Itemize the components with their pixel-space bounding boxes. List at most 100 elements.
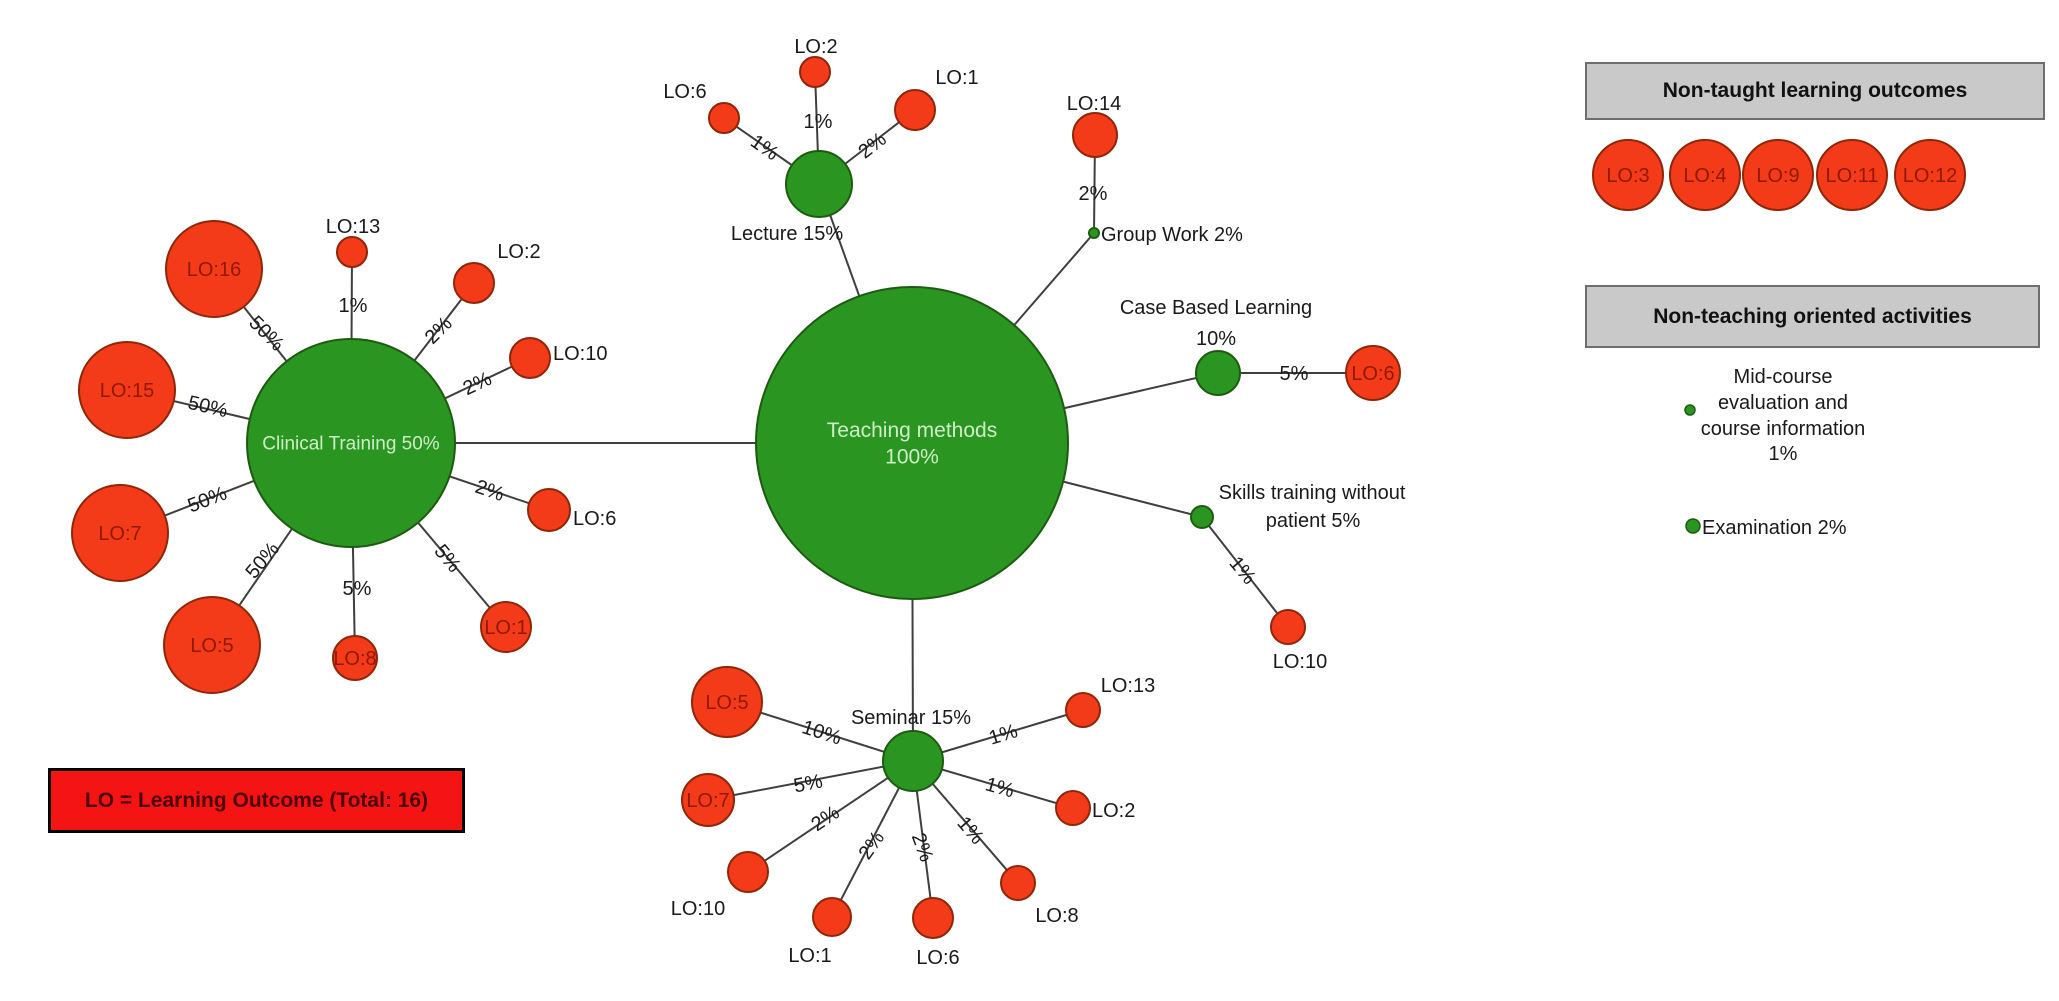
legend-outcome-label: LO:4: [1683, 165, 1726, 187]
outcome-node-m10: [727, 851, 769, 893]
outcome-node-s10: [1270, 609, 1306, 645]
node-label-m5: LO:5: [705, 692, 748, 714]
lo-abbreviation-note: LO = Learning Outcome (Total: 16): [48, 768, 465, 833]
legend-outcome-label: LO:12: [1903, 165, 1957, 187]
edge-percentage-label: 1%: [986, 720, 1020, 750]
outcome-node-c7: [71, 484, 169, 582]
outcome-node-m8: [1000, 865, 1036, 901]
node-label-m2: LO:2: [1092, 800, 1135, 822]
legend-outcome-node-LO-3: [1592, 139, 1664, 211]
node-label-s10: LO:10: [1273, 651, 1327, 673]
node-label-skills: patient 5%: [1266, 510, 1361, 532]
edge-percentage-label: 2%: [855, 827, 890, 863]
legend-activity-dot: [1685, 518, 1701, 534]
edge-percentage-label: 50%: [244, 312, 288, 356]
non-teaching-activities-header: Non-teaching oriented activities: [1585, 285, 2040, 348]
node-label-m10: LO:10: [671, 898, 725, 920]
legend-outcome-label: LO:11: [1826, 165, 1879, 187]
legend-activity-label: Mid-course: [1734, 366, 1833, 388]
edge-percentage-label: 10%: [799, 716, 844, 749]
activity-node-clinical: [246, 338, 456, 548]
outcome-node-m1: [812, 897, 852, 937]
legend-activity-label: 1%: [1769, 443, 1798, 465]
edge-percentage-label: 50%: [185, 482, 230, 517]
outcome-node-c1: [480, 601, 532, 653]
activity-node-seminar: [882, 730, 944, 792]
node-label-b6: LO:6: [1351, 363, 1394, 385]
legend-outcome-label: LO:3: [1606, 165, 1649, 187]
node-label-c2: LO:2: [497, 241, 540, 263]
edge-percentage-label: 2%: [421, 313, 457, 349]
non-taught-outcomes-header: Non-taught learning outcomes: [1585, 62, 2045, 120]
node-label-l2: LO:2: [794, 36, 837, 58]
outcome-node-l1: [894, 89, 936, 131]
node-label-c8: LO:8: [333, 648, 376, 670]
node-label-m1: LO:1: [788, 945, 831, 967]
edge-percentage-label: 2%: [1079, 183, 1108, 205]
node-label-m13: LO:13: [1101, 675, 1155, 697]
activity-node-teaching: [755, 286, 1069, 600]
node-label-c16: LO:16: [187, 259, 241, 281]
node-label-m6: LO:6: [916, 947, 959, 969]
edge-seminar-m7: [707, 760, 914, 801]
edge-percentage-label: 50%: [241, 538, 284, 583]
outcome-node-g14: [1072, 112, 1118, 158]
node-label-cbl: Case Based Learning: [1120, 297, 1312, 319]
legend-activity-label: evaluation and: [1718, 392, 1848, 414]
legend-activity-dot: [1684, 404, 1696, 416]
node-label-c1: LO:1: [484, 617, 527, 639]
node-label-c7: LO:7: [98, 523, 141, 545]
edge-skills-s10: [1201, 516, 1289, 628]
legend-outcome-node-LO-4: [1669, 139, 1741, 211]
node-label-c5: LO:5: [190, 635, 233, 657]
outcome-node-m7: [681, 773, 735, 827]
outcome-node-c16: [165, 220, 263, 318]
node-label-groupwork: Group Work 2%: [1101, 224, 1243, 246]
legend-outcome-node-LO-11: [1816, 139, 1888, 211]
activity-node-groupwork: [1088, 227, 1100, 239]
node-label-c15: LO:15: [100, 380, 154, 402]
legend-outcome-node-LO-12: [1894, 139, 1966, 211]
outcome-node-c6: [527, 488, 571, 532]
activity-node-cbl: [1195, 350, 1241, 396]
outcome-node-c8: [332, 635, 378, 681]
node-label-l1: LO:1: [935, 67, 978, 89]
node-label-seminar: Seminar 15%: [851, 707, 971, 729]
edge-percentage-label: 2%: [807, 802, 843, 837]
node-label-m8: LO:8: [1035, 905, 1078, 927]
outcome-node-m6: [912, 897, 954, 939]
node-label-clinical: Clinical Training 50%: [262, 434, 440, 455]
node-label-c6: LO:6: [573, 508, 616, 530]
activity-node-lecture: [785, 150, 853, 218]
legend-activity-label: Examination 2%: [1702, 517, 1847, 539]
legend-activity-label: course information: [1701, 418, 1866, 440]
edge-percentage-label: 2%: [472, 476, 507, 506]
node-label-skills: Skills training without: [1219, 482, 1406, 504]
node-label-c13: LO:13: [326, 216, 380, 238]
node-label-l6: LO:6: [663, 81, 706, 103]
legend-outcome-label: LO:9: [1756, 165, 1799, 187]
edge-percentage-label: 5%: [792, 770, 825, 797]
outcome-node-m2: [1055, 790, 1091, 826]
edge-seminar-m10: [747, 760, 914, 873]
outcome-node-c5: [163, 596, 261, 694]
outcome-node-c13: [336, 236, 368, 268]
outcome-node-b6: [1345, 345, 1401, 401]
edge-percentage-label: 2%: [907, 830, 938, 865]
outcome-node-l2: [799, 56, 831, 88]
edge-percentage-label: 1%: [339, 295, 368, 317]
edge-percentage-label: 50%: [186, 392, 230, 422]
edge-percentage-label: 1%: [804, 111, 833, 133]
edge-percentage-label: 1%: [983, 773, 1017, 802]
node-label-cbl: 10%: [1196, 328, 1236, 350]
outcome-node-m13: [1065, 692, 1101, 728]
edge-percentage-label: 5%: [343, 578, 372, 600]
outcome-node-c15: [78, 341, 176, 439]
edge-percentage-label: 1%: [746, 131, 782, 166]
activity-node-skills: [1190, 505, 1214, 529]
outcome-node-c10: [509, 337, 551, 379]
edge-percentage-label: 5%: [1280, 363, 1309, 385]
node-label-g14: LO:14: [1067, 93, 1121, 115]
